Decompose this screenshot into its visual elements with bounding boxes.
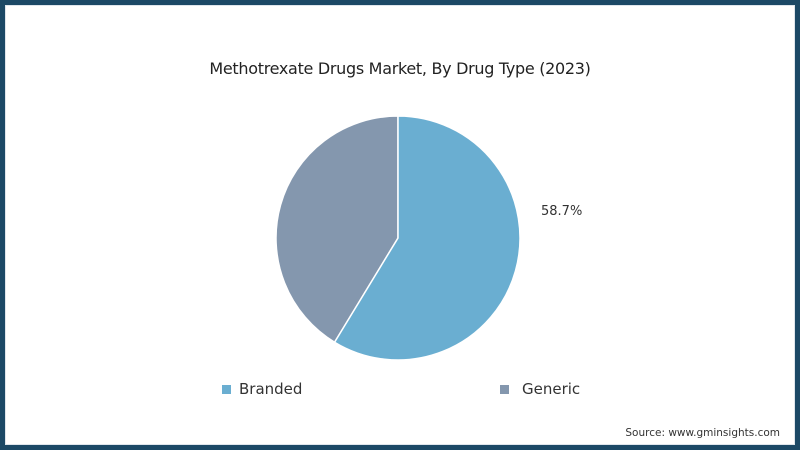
- legend-label-generic: Generic: [522, 380, 581, 398]
- chart-title: Methotrexate Drugs Market, By Drug Type …: [209, 59, 591, 78]
- legend-swatch-branded-icon: [222, 384, 231, 394]
- legend-item-branded: Branded: [222, 380, 302, 398]
- branded-data-label: 58.7%: [541, 204, 583, 219]
- legend-swatch-generic-icon: [500, 384, 509, 394]
- pie-slice-generic: [275, 115, 399, 344]
- legend-item-generic: Generic: [500, 380, 580, 398]
- pie-slice-branded: [333, 115, 521, 361]
- legend-label-branded: Branded: [239, 380, 303, 398]
- source-note: Source: www.gminsights.com: [625, 427, 780, 439]
